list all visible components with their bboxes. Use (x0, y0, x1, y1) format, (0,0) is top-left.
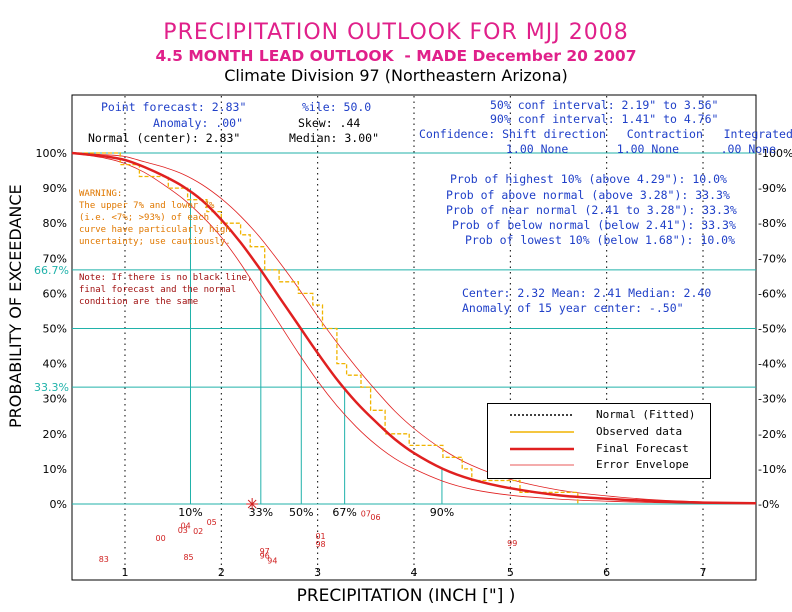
y-tick-label-left: 20% (43, 428, 67, 441)
prob-highest-10: Prob of highest 10% (above 4.29"): 10.0% (450, 172, 727, 186)
y-tick-label-right: -30% (758, 393, 786, 406)
note-line: Note: If there is no black line, (79, 273, 253, 283)
y-tick-label-right: -80% (758, 217, 786, 230)
year-marker: 05 (207, 518, 217, 527)
x-tick-label: 7 (700, 566, 707, 579)
y-tick-label-right: -50% (758, 323, 786, 336)
forecast-marker-icon (246, 498, 259, 510)
y-tick-label-left: 10% (43, 463, 67, 476)
year-marker: 03 (178, 526, 188, 535)
division-label: Climate Division 97 (Northeastern Arizon… (224, 66, 568, 85)
plot-frame (71, 94, 757, 581)
percentile-label: 90% (430, 506, 454, 519)
y-tick-label-right: -20% (758, 428, 786, 441)
year-marker: 96 (260, 551, 270, 560)
special-y-label: 33.3% (34, 381, 69, 394)
year-marker: 98 (315, 540, 325, 549)
x-axis-title: PRECIPITATION (INCH ["] ) (296, 586, 516, 606)
y-tick-label-right: -40% (758, 358, 786, 371)
x-tick-label: 2 (218, 566, 225, 579)
year-marker: 06 (370, 513, 380, 522)
percentile-label: 67% (332, 506, 356, 519)
year-marker: 04 (181, 522, 191, 531)
warning-note: WARNING: The upper 7% and lower 7% (i.e.… (79, 190, 231, 250)
warning-line: WARNING: (79, 189, 123, 199)
y-tick-label-right: -10% (758, 463, 786, 476)
y-tick-label-left: 90% (43, 182, 67, 195)
anomaly: Anomaly: .00" (153, 116, 244, 130)
y-tick-label-right: -70% (758, 252, 786, 265)
error-envelope-line (71, 152, 757, 504)
y-tick-label-right: -60% (758, 287, 786, 300)
chart-title: PRECIPITATION OUTLOOK FOR MJJ 2008 (163, 20, 629, 45)
prob-below-normal: Prob of below normal (below 2.41"): 33.3… (452, 218, 736, 232)
special-y-label: 66.7% (34, 264, 69, 277)
legend-normal-label: Normal (Fitted) (596, 408, 696, 421)
warning-line: curve have particularly high (79, 225, 231, 235)
warning-line: uncertainty; use cautiously. (79, 237, 231, 247)
conf-interval-90: 90% conf interval: 1.41" to 4.76" (490, 112, 719, 126)
percentile-label: 50% (289, 506, 313, 519)
note-line: condition are the same (79, 297, 199, 307)
chart-subtitle: 4.5 MONTH LEAD OUTLOOK - MADE December 2… (155, 47, 637, 65)
legend: Normal (Fitted) Observed data Final Fore… (487, 403, 711, 479)
forecast-marker-stroke (247, 499, 257, 509)
x-tick-label: 1 (121, 566, 128, 579)
center-anomaly: Anomaly of 15 year center: -.50" (462, 301, 684, 315)
year-marker: 83 (99, 555, 109, 564)
legend-envelope-label: Error Envelope (596, 458, 689, 471)
y-tick-label-left: 70% (43, 252, 67, 265)
warning-line: (i.e. <7%; >93%) of each (79, 213, 210, 223)
error-envelope-line (71, 152, 757, 504)
black-line-note: Note: If there is no black line, final f… (79, 274, 252, 310)
x-tick-label: 3 (314, 566, 321, 579)
percentile: %ile: 50.0 (302, 100, 372, 114)
y-tick-label-right: -0% (758, 498, 779, 511)
note-line: final forecast and the normal (79, 285, 237, 295)
prob-lowest-10: Prob of lowest 10% (below 1.68"): 10.0% (465, 233, 736, 247)
y-tick-label-left: 40% (43, 358, 67, 371)
percentile-label: 33% (249, 506, 273, 519)
y-axis-title: PROBABILITY OF EXCEEDANCE (6, 184, 25, 428)
year-marker: 07 (361, 510, 371, 519)
skew: Skew: .44 (298, 116, 361, 130)
observed-data-line (72, 152, 579, 504)
year-marker: 99 (507, 539, 517, 548)
center-mean-median: Center: 2.32 Mean: 2.41 Median: 2.40 (462, 286, 712, 300)
median: Median: 3.00" (289, 131, 380, 145)
x-tick-label: 5 (507, 566, 514, 579)
y-tick-label-left: 100% (36, 147, 67, 160)
year-marker: 00 (156, 534, 166, 543)
year-marker: 02 (193, 527, 203, 536)
y-tick-label-left: 30% (43, 393, 67, 406)
final-forecast-line (71, 151, 757, 505)
point-forecast: Point forecast: 2.83" (101, 100, 247, 114)
y-tick-label-left: 0% (50, 498, 67, 511)
y-tick-label-left: 80% (43, 217, 67, 230)
conf-interval-50: 50% conf interval: 2.19" to 3.56" (490, 98, 719, 112)
confidence-values: 1.00 None 1.00 None .00 None (506, 142, 777, 156)
prob-near-normal: Prob of near normal (2.41 to 3.28"): 33.… (446, 203, 737, 217)
y-tick-label-right: -100% (758, 147, 792, 160)
warning-line: The upper 7% and lower 7% (79, 201, 215, 211)
y-tick-label-right: -90% (758, 182, 786, 195)
year-marker: 97 (260, 547, 270, 556)
year-marker: 94 (267, 557, 277, 566)
x-tick-label: 4 (411, 566, 418, 579)
confidence-header: Confidence: Shift direction Contraction … (419, 127, 792, 141)
normal-center: Normal (center): 2.83" (88, 131, 241, 145)
prob-above-normal: Prob of above normal (above 3.28"): 33.3… (446, 188, 730, 202)
x-tick-label: 6 (603, 566, 610, 579)
year-marker: 01 (315, 532, 325, 541)
y-tick-label-left: 50% (43, 323, 67, 336)
year-marker: 85 (183, 553, 193, 562)
legend-observed-label: Observed data (596, 425, 683, 438)
legend-final-label: Final Forecast (596, 442, 689, 455)
percentile-label: 10% (178, 506, 202, 519)
y-tick-label-left: 60% (43, 287, 67, 300)
